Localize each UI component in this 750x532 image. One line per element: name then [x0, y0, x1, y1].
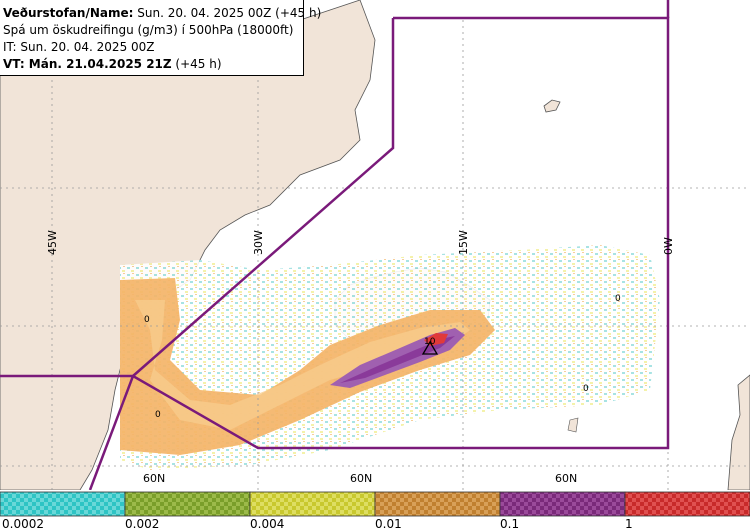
header-line-1: Veðurstofan/Name: Sun. 20. 04. 2025 00Z … [3, 6, 322, 20]
lon-label-0w: 0W [662, 237, 675, 255]
scotland-land [727, 374, 750, 490]
legend-swatch-1 [124, 491, 251, 517]
fir-boundary [0, 16, 670, 450]
ash-dispersion-map: 45W 30W 15W 0W 60N 60N 60N 0 0 0 0 10 [0, 0, 750, 490]
svalbard-island [543, 99, 561, 113]
info-box: Veðurstofan/Name: Sun. 20. 04. 2025 00Z … [0, 0, 322, 76]
color-legend [0, 490, 750, 532]
legend-label-4: 0.1 [500, 517, 520, 531]
legend-label-5: 1 [625, 517, 633, 531]
header-line-3: IT: Sun. 20. 04. 2025 00Z [3, 40, 155, 54]
legend-label-1: 0.002 [125, 517, 160, 531]
lon-label-45w: 45W [46, 230, 59, 255]
legend-label-0: 0.0002 [2, 517, 44, 531]
contour-label: 0 [155, 410, 161, 420]
greenland-land [0, 0, 376, 490]
legend-label-2: 0.004 [250, 517, 285, 531]
legend-swatch-4 [499, 491, 626, 517]
legend-swatch-2 [249, 491, 376, 517]
contour-label: 0 [144, 315, 150, 325]
contour-label: 0 [615, 294, 621, 304]
header-line-2: Spá um öskudreifingu (g/m3) í 500hPa (18… [3, 23, 294, 37]
lon-label-15w: 15W [457, 230, 470, 255]
contour-label: 0 [583, 384, 589, 394]
volcano-marker [421, 340, 439, 355]
legend-label-3: 0.01 [375, 517, 402, 531]
legend-swatch-3 [374, 491, 501, 517]
lat-label-60n-2: 60N [350, 472, 372, 485]
legend-swatch-0 [0, 491, 126, 517]
header-line-4: VT: Mán. 21.04.2025 21Z (+45 h) [3, 57, 222, 71]
contour-label: 10 [424, 337, 436, 347]
legend-swatch-5 [624, 491, 750, 517]
lat-label-60n-3: 60N [555, 472, 577, 485]
lat-label-60n-1: 60N [143, 472, 165, 485]
lon-label-30w: 30W [252, 230, 265, 255]
